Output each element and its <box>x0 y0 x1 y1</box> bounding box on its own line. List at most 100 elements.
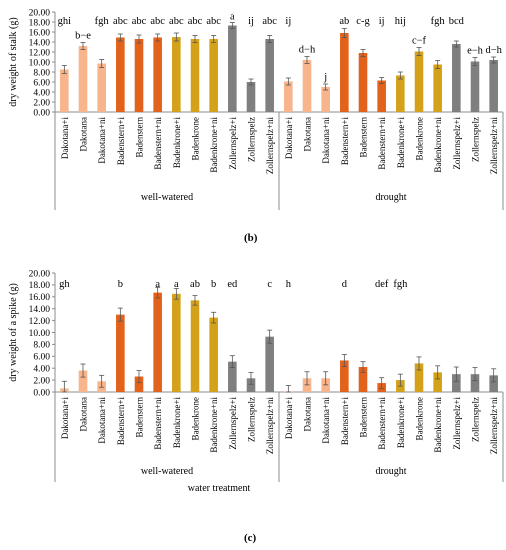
y-tick-label: 2.00 <box>33 98 50 108</box>
bar <box>284 81 293 112</box>
significance-letter: fgh <box>95 16 110 27</box>
y-tick-label: 20.00 <box>29 8 51 18</box>
y-tick-label: 0.00 <box>33 388 50 398</box>
y-tick-label: 16.00 <box>29 293 51 303</box>
significance-letter: d <box>342 279 348 290</box>
category-label: Badenstern <box>135 117 145 158</box>
bar <box>116 37 125 112</box>
y-tick-label: 12.00 <box>29 317 51 327</box>
significance-letter: j <box>323 72 327 83</box>
category-label: Zollernspelz+i <box>228 117 238 170</box>
bar <box>358 53 368 112</box>
bar <box>78 46 88 112</box>
bar <box>172 37 181 112</box>
bar <box>246 82 256 112</box>
category-label: Badenstern <box>359 117 369 158</box>
category-label: Dakotana <box>79 397 89 431</box>
bar <box>265 39 274 112</box>
bar <box>470 374 480 392</box>
bar <box>489 60 498 112</box>
category-label: Badenstern+i <box>340 397 350 446</box>
category-label: Zollernspelz+ni <box>489 397 499 455</box>
category-label: Badenstern+ni <box>377 117 387 170</box>
y-tick-label: 20.00 <box>29 269 51 279</box>
significance-letter: ghi <box>58 16 72 27</box>
category-label: Badenstern <box>359 397 369 438</box>
y-tick-label: 14.00 <box>29 305 51 315</box>
y-tick-label: 4.00 <box>33 88 50 98</box>
bar <box>396 75 405 112</box>
category-label: Badenkrone <box>415 397 425 440</box>
y-tick-label: 12.00 <box>29 48 51 58</box>
y-tick-label: 6.00 <box>33 353 50 363</box>
y-tick-label: 4.00 <box>33 365 50 375</box>
category-label: Badenkrone+ni <box>209 117 219 173</box>
bar <box>489 375 498 392</box>
y-tick-label: 8.00 <box>33 341 50 351</box>
significance-letter: b <box>211 279 216 290</box>
category-label: Badenstern+ni <box>377 397 387 450</box>
y-tick-label: 6.00 <box>33 78 50 88</box>
category-label: Dakotana+ni <box>97 117 107 164</box>
bar <box>209 39 218 112</box>
y-tick-label: 14.00 <box>29 38 51 48</box>
bar <box>340 360 349 392</box>
category-label: Dakotana+ni <box>321 117 331 164</box>
bar <box>228 361 237 392</box>
category-label: Zollernspelz+i <box>452 117 462 170</box>
panel-label-c: (c) <box>244 532 257 544</box>
y-tick-label: 10.00 <box>29 329 51 339</box>
category-label: Badenstern+ni <box>153 117 163 170</box>
significance-letter: ij <box>379 16 385 27</box>
significance-letter: b−e <box>75 31 91 42</box>
category-label: Dakotana <box>303 117 313 151</box>
bar <box>358 367 368 392</box>
significance-letter: abc <box>113 16 128 27</box>
group-label: drought <box>375 466 406 477</box>
group-label: well-watered <box>141 192 193 203</box>
bar <box>321 87 330 112</box>
y-tick-label: 18.00 <box>29 281 51 291</box>
significance-letter: ij <box>248 16 254 27</box>
significance-letter: fgh <box>431 16 446 27</box>
group-label: drought <box>375 192 406 203</box>
category-label: Zollernspelz <box>247 397 257 442</box>
significance-letter: abc <box>188 16 203 27</box>
category-label: Zollernspelz <box>471 117 481 162</box>
significance-letter: ab <box>190 279 200 290</box>
bar <box>470 61 480 112</box>
chart-stalk-weight: 0.002.004.006.008.0010.0012.0014.0016.00… <box>8 8 504 210</box>
y-axis-title: dry weight of a spike (g) <box>8 283 19 382</box>
significance-letter: abc <box>262 16 277 27</box>
category-label: Zollernspelz+i <box>228 397 238 450</box>
bar <box>452 44 461 112</box>
category-label: Zollernspelz+ni <box>265 397 275 455</box>
bar <box>60 69 69 112</box>
significance-letter: a <box>230 12 235 23</box>
bar <box>153 37 162 112</box>
group-label: well-watered <box>141 466 193 477</box>
category-label: Dakotana+i <box>284 397 294 440</box>
category-label: Dakotana+ni <box>97 397 107 444</box>
y-tick-label: 10.00 <box>29 58 51 68</box>
category-label: Badenkrone+i <box>172 397 182 449</box>
significance-letter: c <box>267 279 272 290</box>
significance-letter: bcd <box>449 16 465 27</box>
category-label: Badenkrone <box>191 397 201 440</box>
significance-letter: abc <box>206 16 221 27</box>
significance-letter: h <box>286 279 292 290</box>
category-label: Dakotana+i <box>60 397 70 440</box>
bar <box>153 292 162 392</box>
significance-letter: ij <box>285 16 291 27</box>
bar <box>433 64 442 112</box>
category-label: Zollernspelz <box>247 117 257 162</box>
chart-spike-weight: 0.00 2.004.00 6.00 8.00 10.00 12.00 14.00 16.00… <box>8 269 504 494</box>
significance-letter: abc <box>150 16 165 27</box>
bar <box>190 300 200 392</box>
significance-letter: a <box>174 279 179 290</box>
category-label: Zollernspelz+i <box>452 397 462 450</box>
bar <box>228 25 237 112</box>
bar <box>97 63 106 112</box>
y-axis-title: dry weight of stalk (g) <box>8 17 19 106</box>
category-label: Zollernspelz <box>471 397 481 442</box>
